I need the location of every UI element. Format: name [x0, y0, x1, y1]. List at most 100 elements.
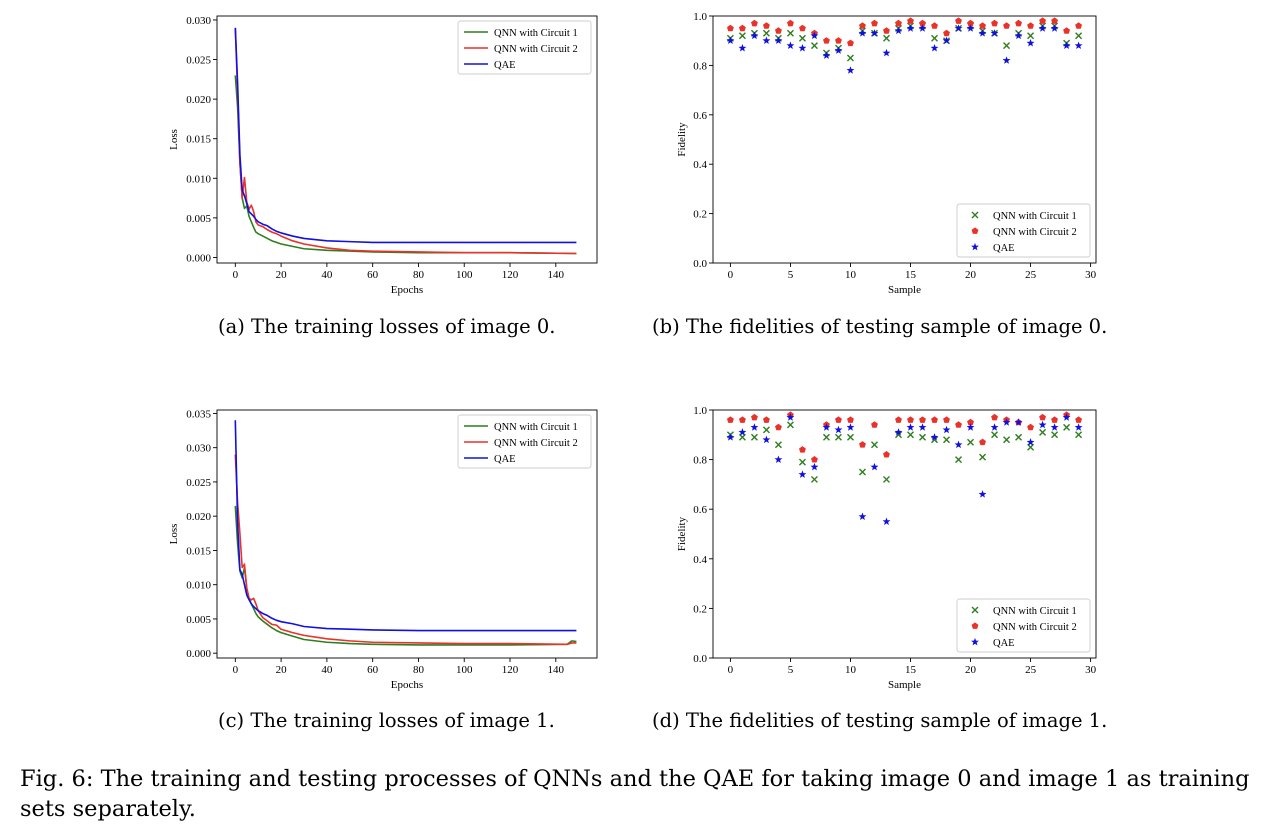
point-marker: [738, 43, 747, 52]
point-marker: [871, 19, 878, 27]
point-marker: [930, 43, 939, 52]
point-marker: [835, 37, 842, 44]
point-marker: [882, 48, 891, 57]
point-marker: [955, 17, 962, 24]
plot-frame: [216, 409, 598, 659]
y-tick-label: 0.025: [186, 55, 211, 67]
legend-box: [956, 598, 1091, 653]
point-marker: [1027, 32, 1035, 40]
point-marker: [870, 462, 879, 471]
x-tick-label: 0: [233, 664, 239, 676]
point-marker: [762, 435, 771, 444]
point-marker: [786, 413, 795, 421]
point-marker: [726, 36, 735, 45]
point-marker: [1015, 433, 1023, 441]
point-marker: [762, 36, 771, 45]
y-tick-label: 0.000: [186, 648, 211, 660]
point-marker: [798, 470, 807, 478]
point-marker: [1027, 423, 1034, 431]
point-marker: [943, 29, 950, 37]
point-marker: [871, 421, 878, 428]
y-tick-label: 0.4: [693, 554, 707, 566]
point-marker: [907, 17, 914, 24]
x-tick-label: 15: [905, 269, 917, 281]
y-tick-label: 0.030: [186, 443, 211, 455]
point-marker: [967, 418, 974, 426]
y-tick-label: 0.8: [693, 60, 707, 72]
point-marker: [834, 46, 843, 54]
point-marker: [774, 455, 783, 463]
point-marker: [823, 37, 830, 44]
point-marker: [978, 490, 987, 498]
point-marker: [931, 436, 939, 444]
point-marker: [1039, 17, 1046, 24]
point-marker: [775, 423, 782, 431]
legend-marker-swatch: [971, 227, 979, 234]
point-marker: [810, 462, 819, 471]
point-marker: [1051, 416, 1058, 423]
point-marker: [918, 24, 927, 32]
point-marker: [966, 423, 975, 431]
point-marker: [894, 26, 903, 35]
legend-label: QNN with Circuit 1: [494, 28, 578, 39]
legend-marker-swatch: [971, 637, 979, 646]
point-marker: [906, 24, 915, 32]
plot-data-b: [726, 17, 1083, 74]
x-tick-label: 20: [276, 269, 288, 281]
point-marker: [859, 22, 866, 29]
legend-box: [956, 203, 1091, 258]
y-tick-label: 0.2: [693, 209, 707, 221]
point-marker: [882, 475, 890, 483]
legend-label: QNN with Circuit 2: [993, 622, 1077, 633]
point-marker: [810, 42, 818, 50]
point-marker: [1063, 27, 1071, 34]
point-marker: [834, 425, 843, 434]
point-marker: [979, 453, 987, 461]
series-line-2: [234, 454, 577, 646]
legend-label: QNN with Circuit 1: [993, 606, 1077, 617]
point-marker: [907, 416, 914, 423]
point-marker: [1038, 420, 1047, 429]
legend-label: QNN with Circuit 1: [993, 211, 1077, 222]
y-tick-label: 0.015: [186, 134, 211, 146]
point-marker: [930, 433, 939, 441]
y-tick-label: 0.015: [186, 545, 211, 557]
point-marker: [895, 431, 902, 439]
point-marker: [762, 426, 770, 434]
y-tick-label: 0.020: [186, 511, 211, 523]
point-marker: [846, 66, 855, 74]
point-marker: [786, 41, 795, 49]
x-tick-label: 0: [233, 269, 239, 281]
point-marker: [786, 29, 794, 37]
point-marker: [738, 32, 746, 40]
x-tick-label: 140: [548, 664, 565, 676]
point-marker: [991, 19, 998, 27]
point-marker: [1003, 22, 1010, 29]
point-marker: [979, 22, 986, 29]
point-marker: [906, 423, 915, 431]
point-marker: [846, 54, 854, 62]
point-marker: [943, 436, 951, 444]
point-marker: [726, 433, 735, 441]
point-marker: [931, 34, 939, 42]
point-marker: [858, 29, 867, 37]
point-marker: [822, 51, 831, 59]
point-marker: [895, 416, 902, 423]
subcaption-c: (c) The training losses of image 1.: [218, 709, 555, 732]
point-marker: [738, 24, 746, 32]
x-tick-label: 15: [905, 664, 917, 676]
y-tick-label: 0.020: [186, 94, 211, 106]
point-marker: [799, 24, 806, 32]
x-tick-label: 100: [456, 269, 473, 281]
legend-label: QAE: [993, 243, 1015, 254]
point-marker: [1003, 42, 1011, 50]
point-marker: [835, 416, 842, 423]
series-line-3: [234, 27, 577, 244]
x-tick-label: 120: [502, 664, 519, 676]
point-marker: [738, 416, 746, 423]
x-tick-label: 80: [413, 269, 425, 281]
point-marker: [942, 425, 951, 434]
legend-label: QAE: [494, 60, 516, 71]
